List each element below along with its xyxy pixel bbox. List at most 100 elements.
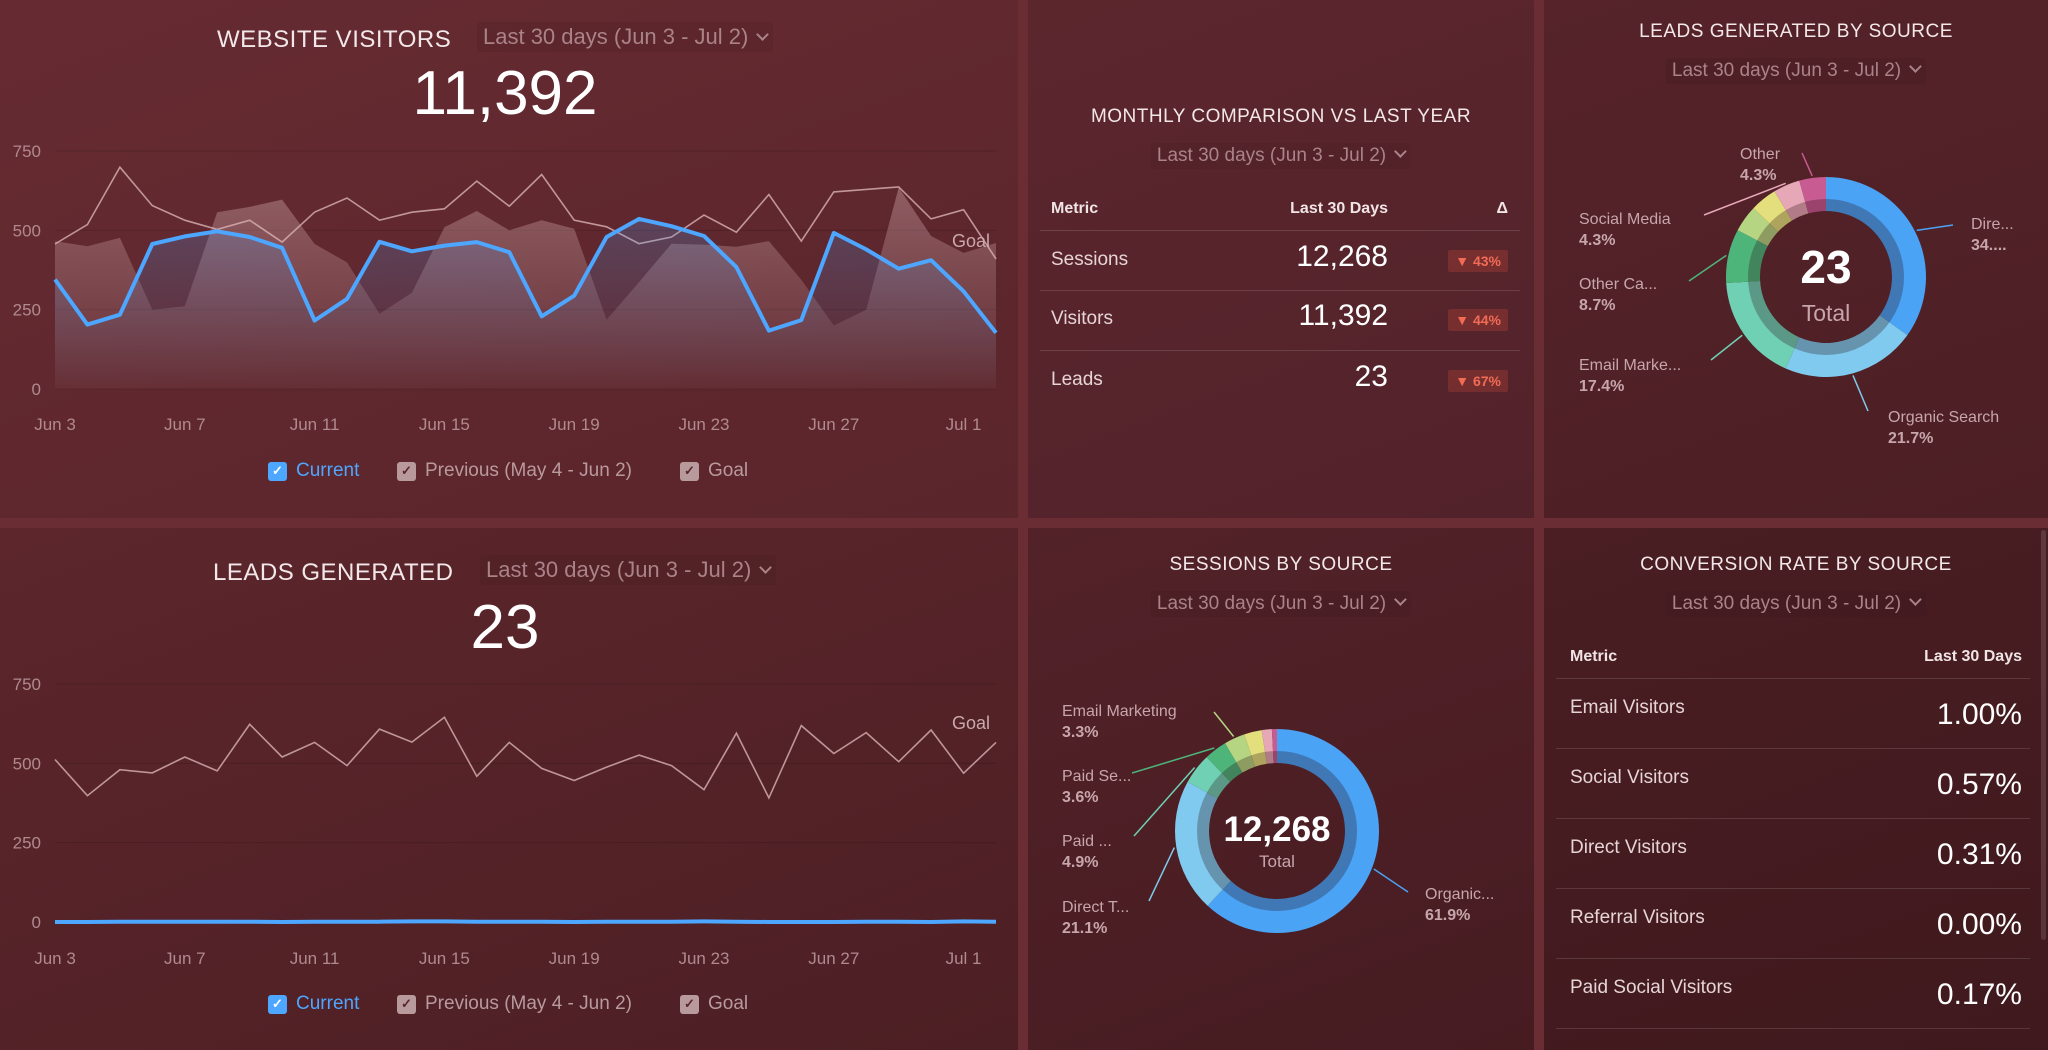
divider xyxy=(1556,958,2030,959)
website-visitors-widget: WEBSITE VISITORS Last 30 days (Jun 3 - J… xyxy=(0,0,1018,518)
donut-slice xyxy=(1271,729,1277,764)
donut-slice xyxy=(1187,757,1231,799)
delta-value: 43% xyxy=(1472,253,1501,269)
x-tick-label: Jun 27 xyxy=(808,949,859,968)
x-tick-label: Jun 7 xyxy=(164,949,206,968)
y-tick-label: 0 xyxy=(32,913,41,932)
column-header-last-30-days: Last 30 Days xyxy=(1924,648,2022,665)
arrow-down-icon: ▼ xyxy=(1455,373,1473,389)
legend-goal[interactable]: ✓ Goal xyxy=(680,993,748,1015)
slice-label: Paid Se... 3.6% xyxy=(1062,768,1132,806)
x-tick-label: Jul 1 xyxy=(946,415,982,434)
delta-value: 67% xyxy=(1472,373,1501,389)
donut-slice xyxy=(1737,208,1779,247)
date-range-label: Last 30 days (Jun 3 - Jul 2) xyxy=(1671,60,1902,81)
x-tick-label: Jun 3 xyxy=(34,415,76,434)
monthly-comparison-widget: MONTHLY COMPARISON VS LAST YEAR Last 30 … xyxy=(1028,0,1534,518)
conversion-rate-widget: CONVERSION RATE BY SOURCE Last 30 days (… xyxy=(1544,528,2048,1050)
y-tick-label: 0 xyxy=(32,380,41,399)
chevron-down-icon xyxy=(1909,593,1922,606)
slice-label: Email Marke... 17.4% xyxy=(1579,357,1682,395)
metric-name: Leads xyxy=(1051,369,1103,390)
y-tick-label: 750 xyxy=(13,142,41,161)
donut-slice xyxy=(1726,280,1800,369)
metric-value: 0.17% xyxy=(1936,978,2022,1011)
donut-total-label: Total xyxy=(1259,852,1295,871)
metric-value: 0.31% xyxy=(1936,838,2022,871)
checkbox-checked-icon[interactable]: ✓ xyxy=(268,461,287,481)
widget-title: LEADS GENERATED BY SOURCE xyxy=(1639,21,1953,42)
donut-total: 12,268 xyxy=(1223,810,1331,849)
divider xyxy=(1556,1028,2030,1029)
x-tick-label: Jun 23 xyxy=(678,415,729,434)
donut-slice xyxy=(1785,315,1908,377)
y-tick-label: 500 xyxy=(13,221,41,240)
legend-previous[interactable]: ✓ Previous (May 4 - Jun 2) xyxy=(397,993,632,1015)
checkbox-checked-icon[interactable]: ✓ xyxy=(397,994,416,1014)
x-tick-label: Jun 15 xyxy=(419,949,470,968)
leader-line xyxy=(1801,152,1813,177)
goal-label: Goal xyxy=(952,713,990,733)
x-tick-label: Jun 23 xyxy=(678,949,729,968)
column-header-metric: Metric xyxy=(1570,648,1618,665)
donut-slice xyxy=(1261,729,1274,764)
leads-generated-chart: 0 250 500 750 Jun 3 Jun 7 Jun 11 Jun 15 Jun 19 Ju… xyxy=(13,675,997,968)
y-tick-label: 250 xyxy=(13,834,41,853)
checkbox-checked-icon[interactable]: ✓ xyxy=(268,994,287,1014)
arrow-down-icon: ▼ xyxy=(1455,312,1473,328)
legend-previous[interactable]: ✓ Previous (May 4 - Jun 2) xyxy=(397,460,632,482)
metric-name: Sessions xyxy=(1051,249,1129,270)
donut-slice xyxy=(1225,734,1256,773)
divider xyxy=(1040,230,1520,231)
arrow-down-icon: ▼ xyxy=(1455,253,1473,269)
x-tick-label: Jun 7 xyxy=(164,415,206,434)
column-header-metric: Metric xyxy=(1051,200,1099,217)
legend-label: Previous (May 4 - Jun 2) xyxy=(425,460,632,481)
date-range-dropdown[interactable]: Last 30 days (Jun 3 - Jul 2) xyxy=(1150,143,1412,169)
date-range-dropdown[interactable]: Last 30 days (Jun 3 - Jul 2) xyxy=(1150,591,1412,617)
metric-value: 0.00% xyxy=(1936,908,2022,941)
date-range-dropdown[interactable]: Last 30 days (Jun 3 - Jul 2) xyxy=(1665,591,1927,617)
column-header-delta: Δ xyxy=(1496,200,1509,217)
date-range-dropdown[interactable]: Last 30 days (Jun 3 - Jul 2) xyxy=(477,22,774,52)
goal-series-line xyxy=(54,165,997,260)
checkbox-checked-icon[interactable]: ✓ xyxy=(680,461,699,481)
widget-title: CONVERSION RATE BY SOURCE xyxy=(1640,554,1952,575)
widget-title: WEBSITE VISITORS xyxy=(217,26,452,53)
x-tick-label: Jun 27 xyxy=(808,415,859,434)
date-range-label: Last 30 days (Jun 3 - Jul 2) xyxy=(1671,593,1902,614)
checkbox-checked-icon[interactable]: ✓ xyxy=(397,461,416,481)
slice-label: Other Ca... 8.7% xyxy=(1579,276,1658,314)
sessions-by-source-widget: SESSIONS BY SOURCE Last 30 days (Jun 3 -… xyxy=(1028,528,1534,1050)
y-tick-label: 250 xyxy=(13,301,41,320)
widget-title: LEADS GENERATED xyxy=(213,559,454,586)
date-range-dropdown[interactable]: Last 30 days (Jun 3 - Jul 2) xyxy=(1665,58,1927,84)
slice-label: Other 4.3% xyxy=(1740,146,1781,184)
delta-badge: ▼ 44% xyxy=(1448,309,1508,331)
legend-current[interactable]: ✓ Current xyxy=(268,993,359,1015)
x-tick-label: Jun 19 xyxy=(549,415,600,434)
x-tick-label: Jun 3 xyxy=(34,949,76,968)
legend-label: Current xyxy=(296,460,360,481)
leader-line xyxy=(1688,254,1727,282)
legend-goal[interactable]: ✓ Goal xyxy=(680,460,748,482)
legend-label: Goal xyxy=(708,993,749,1014)
donut-slice xyxy=(1774,180,1809,221)
scrollbar[interactable] xyxy=(2041,530,2046,940)
donut-total-label: Total xyxy=(1801,300,1851,326)
metric-value: 23 xyxy=(1354,360,1388,393)
leader-line xyxy=(1373,868,1409,893)
leader-line xyxy=(1148,847,1176,902)
slice-label: Organic Search 21.7% xyxy=(1888,409,2000,447)
checkbox-checked-icon[interactable]: ✓ xyxy=(680,994,699,1014)
goal-label: Goal xyxy=(952,231,990,251)
widget-title: MONTHLY COMPARISON VS LAST YEAR xyxy=(1090,106,1472,127)
divider xyxy=(1556,678,2030,679)
leader-line xyxy=(1703,182,1786,216)
metric-name: Email Visitors xyxy=(1570,697,1685,718)
legend-current[interactable]: ✓ Current xyxy=(268,460,359,482)
sessions-by-source-donut xyxy=(1131,711,1409,933)
date-range-dropdown[interactable]: Last 30 days (Jun 3 - Jul 2) xyxy=(480,555,777,585)
slice-label: Email Marketing 3.3% xyxy=(1062,703,1177,741)
donut-slice xyxy=(1753,191,1792,232)
